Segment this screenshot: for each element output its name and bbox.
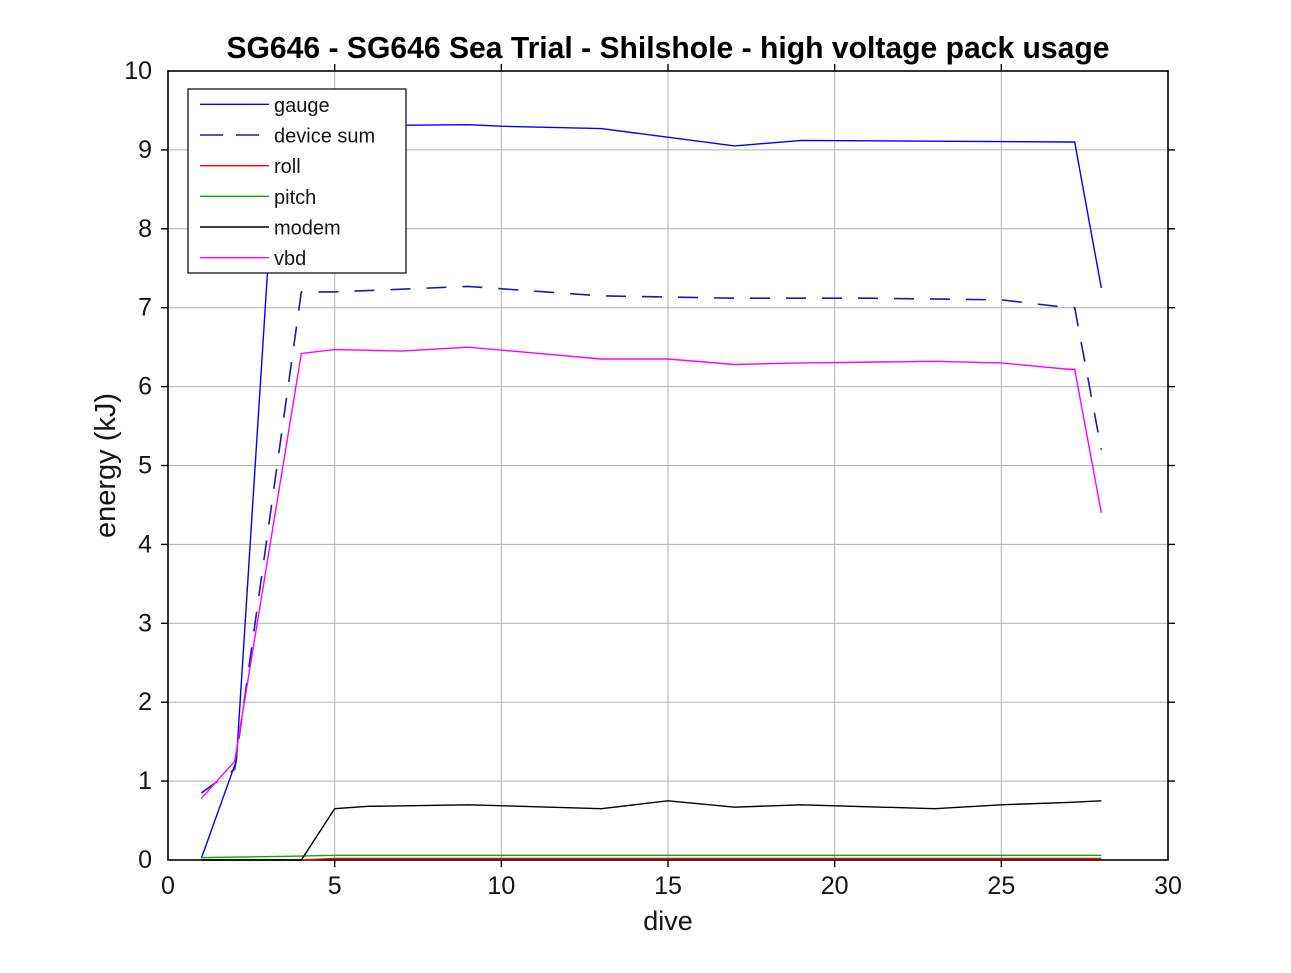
svg-text:5: 5 xyxy=(328,872,342,900)
svg-text:3: 3 xyxy=(138,609,152,637)
svg-text:9: 9 xyxy=(138,136,152,164)
svg-text:10: 10 xyxy=(487,872,515,900)
svg-text:6: 6 xyxy=(138,373,152,401)
svg-text:10: 10 xyxy=(124,57,152,85)
svg-text:25: 25 xyxy=(987,872,1015,900)
svg-text:4: 4 xyxy=(138,530,152,558)
svg-text:30: 30 xyxy=(1154,872,1182,900)
svg-text:20: 20 xyxy=(821,872,849,900)
svg-text:0: 0 xyxy=(161,872,175,900)
svg-text:15: 15 xyxy=(654,872,682,900)
svg-text:1: 1 xyxy=(138,767,152,795)
svg-text:modem: modem xyxy=(274,218,341,240)
svg-text:device sum: device sum xyxy=(274,126,375,148)
svg-text:pitch: pitch xyxy=(274,187,316,209)
svg-text:SG646 - SG646 Sea Trial - Shil: SG646 - SG646 Sea Trial - Shilshole - hi… xyxy=(226,32,1109,65)
svg-text:7: 7 xyxy=(138,294,152,322)
svg-text:roll: roll xyxy=(274,156,301,178)
svg-text:2: 2 xyxy=(138,688,152,716)
svg-text:0: 0 xyxy=(138,846,152,874)
svg-text:gauge: gauge xyxy=(274,95,330,117)
svg-text:5: 5 xyxy=(138,452,152,480)
svg-text:dive: dive xyxy=(643,906,693,936)
svg-text:8: 8 xyxy=(138,215,152,243)
svg-text:energy (kJ): energy (kJ) xyxy=(90,393,122,538)
svg-text:vbd: vbd xyxy=(274,248,306,270)
